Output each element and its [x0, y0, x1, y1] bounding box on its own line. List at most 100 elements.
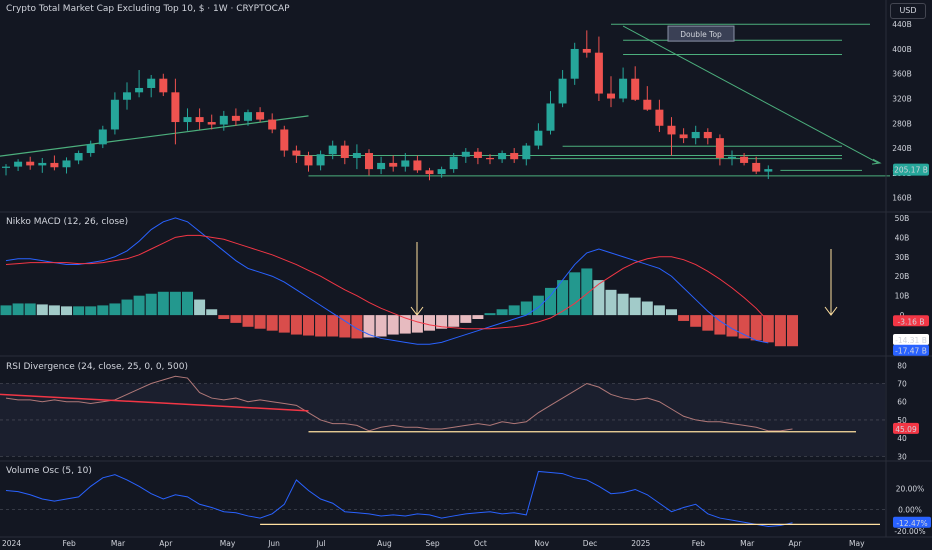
macd-histogram-bar: [206, 309, 218, 316]
macd-title: Nikko MACD (12, 26, close): [6, 217, 129, 227]
candle-body: [413, 160, 422, 171]
macd-histogram-bar: [24, 303, 36, 316]
time-axis-label: Dec: [583, 539, 598, 548]
candle-body: [365, 153, 373, 170]
last-price-label: 205.17 B: [894, 166, 928, 175]
candle-body: [98, 129, 107, 145]
candle-body: [534, 130, 543, 146]
macd-histogram-bar: [484, 313, 496, 316]
macd-histogram-bar: [508, 305, 520, 316]
candle-body: [268, 119, 277, 130]
macd-value-tag: [893, 315, 929, 327]
chart-title: Crypto Total Market Cap Excluding Top 10…: [6, 4, 290, 14]
macd-histogram-bar: [266, 315, 278, 331]
macd-axis-tick: 20B: [895, 272, 910, 281]
volume-osc-line: [5, 470, 793, 528]
macd-histogram-bar: [774, 315, 786, 347]
candle-body: [62, 160, 71, 168]
candle-body: [643, 99, 652, 110]
macd-histogram-bar: [85, 306, 97, 316]
arrow-head: [410, 306, 424, 316]
candle-body: [473, 151, 482, 158]
macd-histogram-bar: [375, 315, 387, 337]
candle-body: [123, 92, 131, 100]
candle-body: [195, 117, 204, 123]
time-axis-label: Oct: [474, 539, 487, 548]
macd-value-label: -14.31 B: [895, 336, 927, 345]
candle-body: [86, 144, 95, 154]
macd-histogram-bar: [750, 315, 762, 341]
macd-histogram-bar: [460, 315, 472, 323]
volume-axis-tick: -20.00%: [894, 527, 925, 536]
candle-body: [316, 154, 325, 166]
macd-histogram-bar: [12, 303, 24, 316]
candle-body: [340, 145, 349, 158]
candle-body: [510, 153, 519, 160]
macd-histogram-bar: [194, 299, 206, 316]
price-axis-tick: 400B: [892, 45, 911, 54]
macd-histogram-bar: [726, 315, 738, 337]
candle-body: [26, 161, 35, 166]
candle-body: [449, 156, 458, 170]
macd-histogram-bar: [605, 289, 617, 316]
price-axis-tick: 440B: [892, 20, 911, 29]
macd-axis-tick: 10B: [895, 292, 910, 301]
macd-histogram-bar: [48, 305, 60, 316]
candle-body: [207, 122, 216, 125]
rsi-value-tag: [893, 422, 919, 434]
time-axis-label: Mar: [740, 539, 755, 548]
time-axis-label: Jun: [267, 539, 280, 548]
candle-body: [679, 134, 688, 139]
macd-histogram-bar: [339, 315, 351, 338]
candle-body: [691, 131, 700, 139]
candle-body: [159, 78, 168, 93]
macd-histogram-bar: [762, 315, 774, 343]
candle-body: [728, 156, 736, 158]
candle-body: [292, 150, 301, 156]
macd-line: [5, 217, 769, 345]
candle-body: [486, 157, 494, 160]
candle-body: [546, 103, 555, 131]
time-axis-label: 2024: [2, 539, 21, 548]
macd-value-tag: [893, 334, 929, 345]
time-axis-label: Mar: [111, 539, 126, 548]
volume-axis-tick: 20.00%: [896, 484, 925, 493]
macd-histogram-bar: [702, 315, 714, 331]
time-axis-label: Feb: [692, 539, 706, 548]
candle-body: [655, 109, 664, 126]
rsi-axis-tick: 60: [897, 398, 907, 407]
macd-histogram-bar: [0, 305, 12, 316]
candle-body: [752, 162, 761, 172]
candle-body: [38, 162, 47, 166]
macd-histogram-bar: [133, 295, 145, 316]
double-top-label: Double Top: [680, 30, 722, 39]
candle-body: [377, 162, 386, 170]
candle-body: [582, 48, 591, 53]
candle-body: [437, 169, 446, 175]
macd-histogram-bar: [678, 315, 690, 321]
macd-histogram-bar: [242, 315, 254, 327]
candle-body: [256, 112, 265, 120]
macd-histogram-bar: [169, 291, 181, 316]
candle-body: [135, 87, 144, 93]
macd-histogram-bar: [61, 306, 72, 316]
macd-histogram-bar: [73, 306, 85, 316]
macd-histogram-bar: [121, 299, 133, 316]
macd-histogram-bar: [230, 315, 242, 323]
macd-value-label: -17.47 B: [895, 347, 927, 356]
macd-histogram-bar: [387, 315, 399, 335]
macd-histogram-bar: [278, 315, 290, 333]
macd-axis-tick: 50B: [895, 214, 910, 223]
price-axis-tick: 280B: [892, 119, 911, 128]
macd-value-tag: [893, 344, 929, 356]
candle-body: [74, 153, 83, 161]
candle-body: [14, 161, 23, 167]
candle-body: [328, 145, 337, 155]
time-axis-label: Apr: [159, 539, 173, 548]
volume-axis-tick: 0.00%: [898, 506, 922, 515]
macd-histogram-bar: [254, 315, 266, 329]
candle-body: [570, 48, 579, 79]
currency-button[interactable]: USD: [890, 3, 926, 19]
macd-histogram-bar: [436, 315, 448, 329]
